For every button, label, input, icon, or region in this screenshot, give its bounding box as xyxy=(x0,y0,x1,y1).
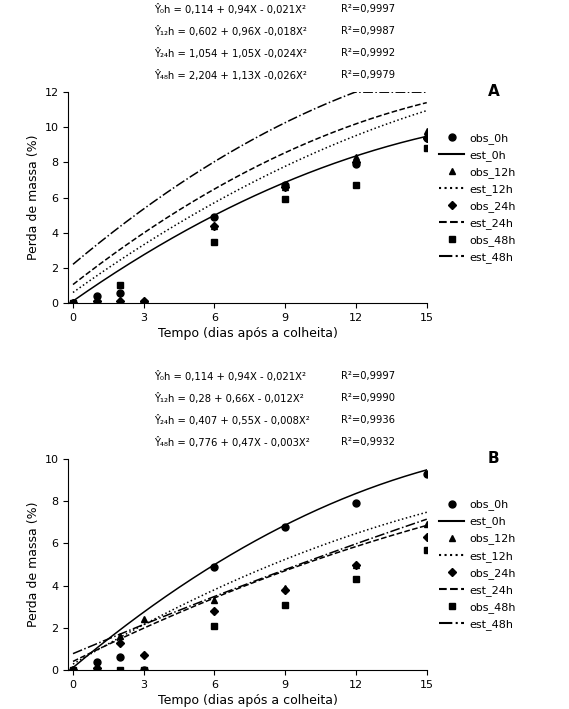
Text: R²=0,9987: R²=0,9987 xyxy=(341,26,395,35)
Text: Ŷ₂₄h = 0,407 + 0,55X - 0,008X²: Ŷ₂₄h = 0,407 + 0,55X - 0,008X² xyxy=(154,415,310,426)
Text: Ŷ₁₂h = 0,28 + 0,66X - 0,012X²: Ŷ₁₂h = 0,28 + 0,66X - 0,012X² xyxy=(154,393,304,403)
Text: Ŷ₄₈h = 0,776 + 0,47X - 0,003X²: Ŷ₄₈h = 0,776 + 0,47X - 0,003X² xyxy=(154,437,310,448)
Text: R²=0,9932: R²=0,9932 xyxy=(341,437,395,447)
Y-axis label: Perda de massa (%): Perda de massa (%) xyxy=(27,135,40,260)
X-axis label: Tempo (dias após a colheita): Tempo (dias após a colheita) xyxy=(158,327,337,340)
Text: R²=0,9992: R²=0,9992 xyxy=(341,48,395,58)
Text: R²=0,9997: R²=0,9997 xyxy=(341,371,395,381)
Text: Ŷ₄₈h = 2,204 + 1,13X -0,026X²: Ŷ₄₈h = 2,204 + 1,13X -0,026X² xyxy=(154,70,307,81)
Legend: obs_0h, est_0h, obs_12h, est_12h, obs_24h, est_24h, obs_48h, est_48h: obs_0h, est_0h, obs_12h, est_12h, obs_24… xyxy=(439,133,516,262)
X-axis label: Tempo (dias após a colheita): Tempo (dias após a colheita) xyxy=(158,694,337,707)
Text: R²=0,9997: R²=0,9997 xyxy=(341,4,395,13)
Text: R²=0,9979: R²=0,9979 xyxy=(341,70,395,80)
Legend: obs_0h, est_0h, obs_12h, est_12h, obs_24h, est_24h, obs_48h, est_48h: obs_0h, est_0h, obs_12h, est_12h, obs_24… xyxy=(439,500,516,630)
Text: Ŷ₀h = 0,114 + 0,94X - 0,021X²: Ŷ₀h = 0,114 + 0,94X - 0,021X² xyxy=(154,4,306,15)
Y-axis label: Perda de massa (%): Perda de massa (%) xyxy=(27,502,40,627)
Text: Ŷ₂₄h = 1,054 + 1,05X -0,024X²: Ŷ₂₄h = 1,054 + 1,05X -0,024X² xyxy=(154,48,307,59)
Text: Ŷ₁₂h = 0,602 + 0,96X -0,018X²: Ŷ₁₂h = 0,602 + 0,96X -0,018X² xyxy=(154,26,307,37)
Text: R²=0,9936: R²=0,9936 xyxy=(341,415,395,425)
Text: B: B xyxy=(488,451,500,466)
Text: Ŷ₀h = 0,114 + 0,94X - 0,021X²: Ŷ₀h = 0,114 + 0,94X - 0,021X² xyxy=(154,371,306,381)
Text: R²=0,9990: R²=0,9990 xyxy=(341,393,395,403)
Text: A: A xyxy=(488,84,500,99)
